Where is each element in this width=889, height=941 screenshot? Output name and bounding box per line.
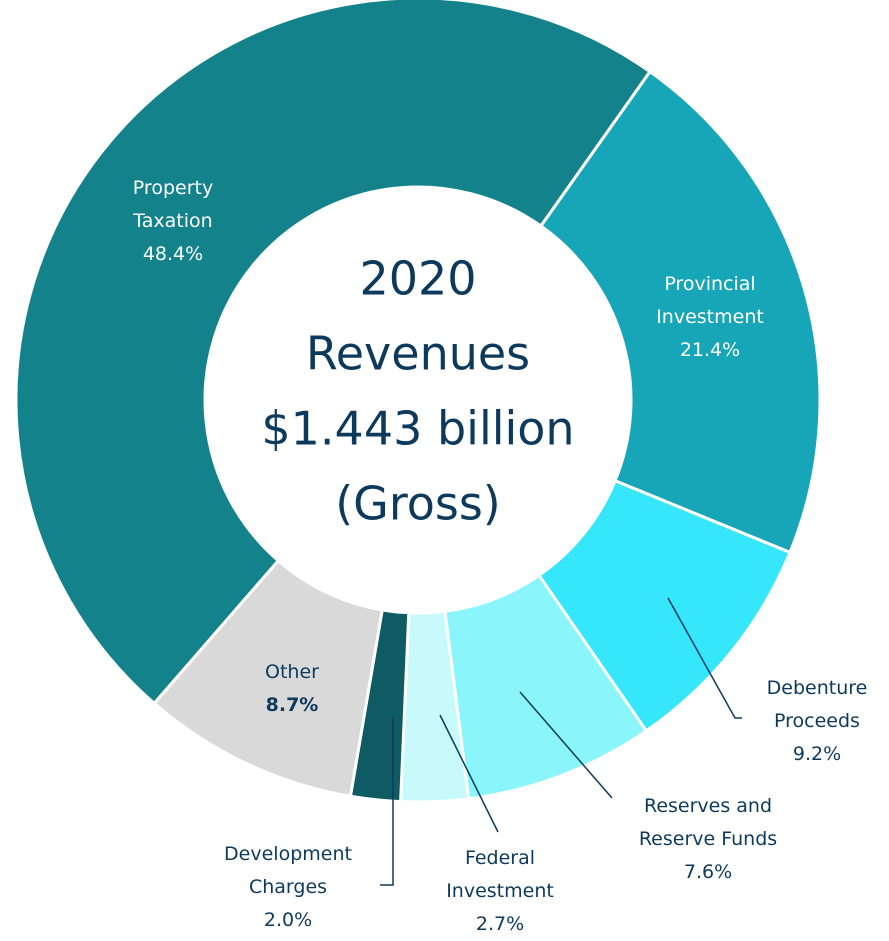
category-label: Debenture Proceeds bbox=[766, 677, 868, 732]
leader-line bbox=[519, 691, 613, 799]
segment-label: Federal Investment 2.7% bbox=[425, 842, 575, 941]
segment-label: Property Taxation 48.4% bbox=[108, 172, 238, 271]
category-label: Provincial Investment bbox=[656, 273, 764, 328]
leader-lines bbox=[380, 597, 742, 886]
category-label: Federal Investment bbox=[446, 847, 554, 902]
segment-label: Debenture Proceeds 9.2% bbox=[747, 672, 887, 771]
value-label: 2.7% bbox=[475, 913, 525, 935]
category-label: Other bbox=[265, 661, 319, 683]
segment-label: Development Charges 2.0% bbox=[198, 838, 378, 937]
segment-label: Other 8.7% bbox=[232, 656, 352, 722]
value-label: 2.0% bbox=[263, 909, 313, 931]
donut bbox=[14, 0, 822, 804]
category-label: Development Charges bbox=[224, 843, 352, 898]
value-label: 8.7% bbox=[265, 694, 319, 716]
value-label: 9.2% bbox=[792, 743, 842, 765]
segment-label: Reserves and Reserve Funds 7.6% bbox=[618, 790, 798, 889]
center-text: $1.443 billion bbox=[261, 402, 574, 456]
donut-segment bbox=[152, 558, 384, 799]
value-label: 48.4% bbox=[142, 243, 204, 265]
leader-line bbox=[439, 714, 499, 833]
segment-label: Provincial Investment 21.4% bbox=[630, 268, 790, 367]
center-text: (Gross) bbox=[335, 477, 501, 531]
center-text: 2020 bbox=[359, 252, 476, 306]
category-label: Reserves and Reserve Funds bbox=[638, 795, 778, 850]
value-label: 21.4% bbox=[679, 339, 741, 361]
value-label: 7.6% bbox=[683, 861, 733, 883]
leader-line bbox=[667, 597, 742, 719]
leader-line bbox=[380, 718, 394, 886]
center-text: Revenues bbox=[306, 327, 530, 381]
donut-segment bbox=[14, 0, 653, 706]
category-label: Property Taxation bbox=[132, 177, 214, 232]
donut-segment bbox=[538, 69, 822, 555]
